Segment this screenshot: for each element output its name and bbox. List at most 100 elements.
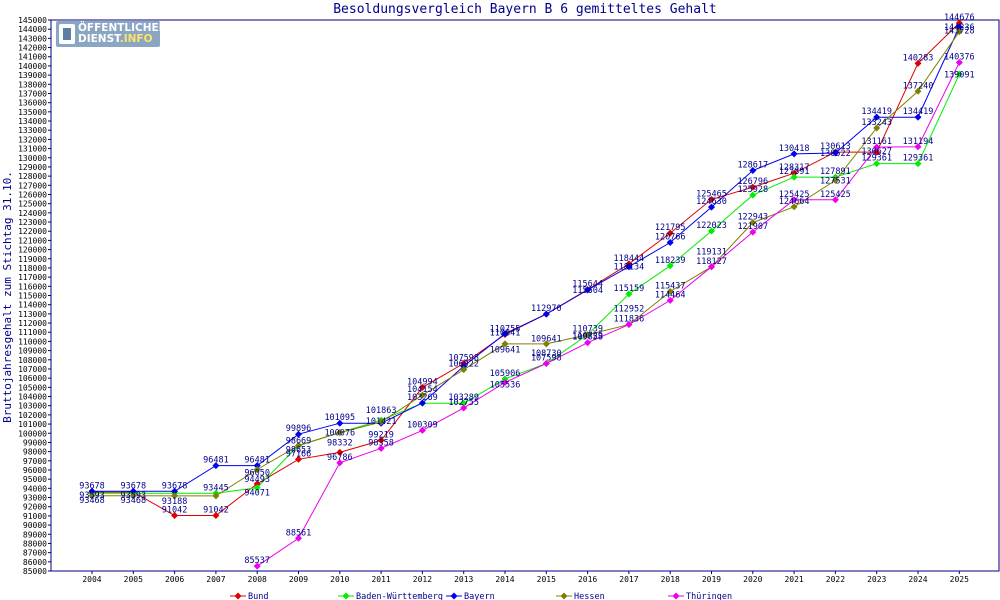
y-tick-label: 87000 bbox=[23, 549, 47, 558]
data-point bbox=[625, 263, 633, 271]
data-point bbox=[749, 228, 757, 236]
data-point bbox=[914, 113, 922, 121]
y-tick-label: 89000 bbox=[23, 530, 47, 539]
data-label: 144236 bbox=[944, 23, 975, 33]
data-point bbox=[749, 219, 757, 227]
data-label: 137240 bbox=[903, 81, 934, 91]
data-point bbox=[584, 286, 592, 294]
data-label: 143728 bbox=[944, 27, 975, 37]
data-point bbox=[336, 459, 344, 467]
legend: Bund Baden-Württemberg Bayern Hessen Thüring… bbox=[230, 592, 732, 600]
data-point bbox=[873, 124, 881, 132]
data-label: 98358 bbox=[368, 438, 394, 448]
data-label: 88561 bbox=[286, 528, 312, 538]
data-point bbox=[171, 512, 179, 520]
data-label: 94071 bbox=[244, 489, 270, 499]
data-point bbox=[418, 399, 426, 407]
y-tick-label: 98000 bbox=[23, 448, 47, 457]
y-tick-label: 99000 bbox=[23, 438, 47, 447]
legend-label: Bund bbox=[248, 592, 268, 600]
data-point bbox=[460, 366, 468, 374]
x-tick-label: 2020 bbox=[743, 575, 762, 584]
y-tick-label: 92000 bbox=[23, 503, 47, 512]
y-tick-label: 113000 bbox=[18, 310, 47, 319]
x-tick-label: 2017 bbox=[619, 575, 638, 584]
data-point bbox=[914, 59, 922, 67]
data-point bbox=[790, 150, 798, 158]
data-label: 127891 bbox=[820, 167, 851, 177]
y-tick-label: 112000 bbox=[18, 319, 47, 328]
x-tick-label: 2009 bbox=[289, 575, 308, 584]
data-label: 112970 bbox=[531, 304, 562, 314]
y-tick-label: 130000 bbox=[18, 154, 47, 163]
x-tick-label: 2022 bbox=[826, 575, 845, 584]
data-label: 93445 bbox=[203, 483, 229, 493]
legend-item-4: Thüringen bbox=[668, 592, 732, 600]
data-label: 102755 bbox=[448, 398, 479, 408]
y-tick-label: 104000 bbox=[18, 393, 47, 402]
data-point bbox=[666, 262, 674, 270]
data-point bbox=[873, 113, 881, 121]
y-tick-label: 136000 bbox=[18, 99, 47, 108]
data-label: 91042 bbox=[162, 506, 188, 516]
data-point bbox=[708, 203, 715, 211]
y-tick-label: 122000 bbox=[18, 227, 47, 236]
data-point bbox=[253, 562, 261, 570]
data-point bbox=[831, 196, 839, 204]
data-label: 105906 bbox=[490, 369, 521, 379]
x-axis-ticks: 2004 2005 2006 2007 2008 2009 2010 2011 2012 2013… bbox=[82, 571, 969, 584]
series-line bbox=[92, 31, 960, 497]
data-label: 103289 bbox=[448, 393, 479, 403]
x-tick-label: 2005 bbox=[124, 575, 143, 584]
y-tick-label: 108000 bbox=[18, 356, 47, 365]
data-label: 130627 bbox=[861, 147, 892, 157]
series-line bbox=[92, 74, 960, 494]
legend-marker bbox=[560, 592, 568, 600]
data-label: 104994 bbox=[407, 377, 438, 387]
data-point bbox=[253, 462, 261, 470]
data-label: 115644 bbox=[572, 280, 603, 290]
data-label: 121907 bbox=[737, 222, 768, 232]
data-point bbox=[831, 176, 839, 184]
data-label: 101095 bbox=[324, 413, 355, 423]
data-label: 122023 bbox=[696, 221, 727, 231]
y-tick-label: 124000 bbox=[18, 209, 47, 218]
data-label: 112952 bbox=[614, 304, 645, 314]
data-label: 125465 bbox=[696, 189, 727, 199]
legend-marker bbox=[234, 592, 242, 600]
x-tick-label: 2011 bbox=[371, 575, 390, 584]
data-point bbox=[666, 229, 674, 237]
data-point bbox=[790, 169, 798, 177]
data-point bbox=[460, 399, 468, 407]
x-tick-label: 2010 bbox=[330, 575, 349, 584]
data-label: 99219 bbox=[368, 430, 394, 440]
data-label: 134419 bbox=[903, 107, 934, 117]
data-point bbox=[336, 448, 344, 456]
data-point bbox=[914, 87, 922, 95]
data-label: 130613 bbox=[820, 142, 851, 152]
data-label: 130522 bbox=[820, 149, 851, 159]
data-label: 106922 bbox=[448, 360, 479, 370]
data-point bbox=[873, 148, 881, 156]
data-label: 118239 bbox=[655, 256, 686, 266]
y-tick-label: 144000 bbox=[18, 25, 47, 34]
y-tick-label: 111000 bbox=[18, 328, 47, 337]
data-label: 110841 bbox=[490, 329, 521, 339]
legend-label: Baden-Württemberg bbox=[356, 592, 443, 600]
data-point bbox=[955, 28, 963, 36]
legend-marker bbox=[342, 592, 350, 600]
data-label: 131194 bbox=[903, 137, 934, 147]
series-line bbox=[256, 62, 960, 567]
series-layer bbox=[88, 19, 963, 570]
data-labels: 9367893593934689367893593934689367893188… bbox=[79, 13, 974, 566]
data-point bbox=[336, 429, 344, 437]
data-point bbox=[295, 430, 302, 438]
data-label: 96481 bbox=[203, 456, 229, 466]
data-label: 93593 bbox=[121, 491, 147, 501]
data-label: 93678 bbox=[121, 481, 147, 491]
y-tick-label: 105000 bbox=[18, 383, 47, 392]
data-label: 108730 bbox=[531, 349, 562, 359]
data-point bbox=[749, 166, 757, 174]
data-point bbox=[625, 321, 633, 329]
